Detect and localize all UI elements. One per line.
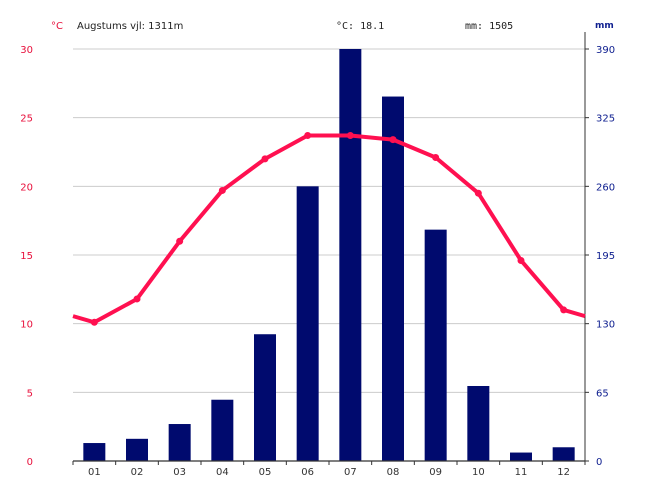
precip-bar [424,229,447,461]
temperature-point [218,186,226,194]
x-tick-label: 09 [429,467,442,478]
altitude-label: Augstums vjl: 1311m [77,21,184,32]
left-unit-label: °C [51,21,63,32]
right-tick-label: 195 [596,251,615,262]
x-tick-label: 12 [557,467,570,478]
precip-bar [467,385,490,461]
left-tick-label: 30 [20,45,33,56]
precip-bar [552,447,575,461]
x-tick-label: 01 [88,467,101,478]
left-tick-label: 10 [20,320,33,331]
precip-bar [339,49,362,461]
precip-bar [211,399,234,461]
left-tick-label: 5 [27,388,33,399]
temperature-point [133,295,141,303]
right-tick-label: 0 [596,457,602,468]
temperature-point [474,189,482,197]
precip-bar [382,96,404,462]
temperature-point [389,136,397,144]
precip-bar [254,334,276,461]
x-tick-label: 03 [173,467,186,478]
left-tick-label: 0 [27,457,33,468]
right-tick-label: 130 [596,320,615,331]
x-tick-label: 11 [515,467,528,478]
right-tick-label: 260 [596,182,615,193]
precip-bar [126,438,148,461]
temperature-point [304,132,312,140]
temperature-point [560,306,568,314]
precip-bar [296,186,319,462]
temperature-point [517,256,525,264]
x-tick-label: 10 [472,467,485,478]
temperature-point [261,155,269,163]
x-tick-label: 04 [216,467,229,478]
x-tick-label: 07 [344,467,357,478]
x-tick-label: 02 [131,467,144,478]
temperature-line [72,133,586,325]
precip-bar [168,424,191,461]
temperature-point [346,132,354,140]
left-tick-label: 15 [20,251,33,262]
right-tick-label: 65 [596,388,609,399]
precip-bar [83,443,106,461]
x-tick-label: 05 [259,467,272,478]
right-tick-label: 390 [596,45,615,56]
left-tick-label: 25 [20,114,33,125]
x-tick-label: 06 [301,467,314,478]
temperature-point [176,237,184,245]
mean-temp-label: °C: 18.1 [336,21,385,32]
total-precip-label: mm: 1505 [465,21,514,32]
x-tick-label: 08 [387,467,400,478]
right-tick-label: 325 [596,114,615,125]
right-unit-label: mm [595,21,614,31]
precip-bar [510,452,532,461]
temperature-point [432,153,440,161]
left-tick-label: 20 [20,182,33,193]
temperature-point [90,318,98,326]
